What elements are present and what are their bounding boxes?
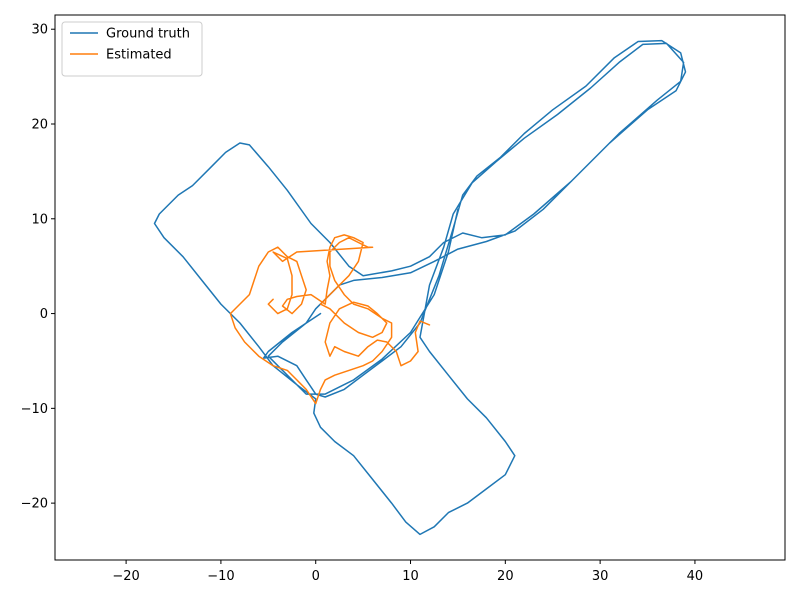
x-tick-label: 30 (592, 569, 609, 584)
legend-label: Estimated (106, 48, 172, 63)
legend: Ground truth Estimated (61, 21, 203, 77)
x-tick-label: −20 (112, 569, 139, 584)
legend-box (61, 21, 203, 77)
axes-frame (54, 14, 786, 561)
series-layer (153, 39, 687, 536)
y-tick-label: 20 (31, 118, 48, 133)
y-tick-label: 10 (31, 212, 48, 227)
y-tick-label: −20 (21, 497, 48, 512)
y-tick-label: 0 (40, 307, 48, 322)
x-tick-label: 0 (312, 569, 320, 584)
x-tick-label: 40 (687, 569, 704, 584)
y-tick-label: 30 (31, 23, 48, 38)
x-tick-label: −10 (207, 569, 234, 584)
series-line-ground-truth (153, 39, 687, 536)
x-tick-label: 20 (497, 569, 514, 584)
legend-label: Ground truth (106, 27, 190, 42)
x-tick-label: 10 (402, 569, 419, 584)
y-tick-label: −10 (21, 402, 48, 417)
y-axis: −20 −10 0 10 20 30 (21, 23, 55, 512)
x-axis: −20 −10 0 10 20 30 40 (112, 560, 703, 584)
series-line-estimated (229, 234, 431, 405)
